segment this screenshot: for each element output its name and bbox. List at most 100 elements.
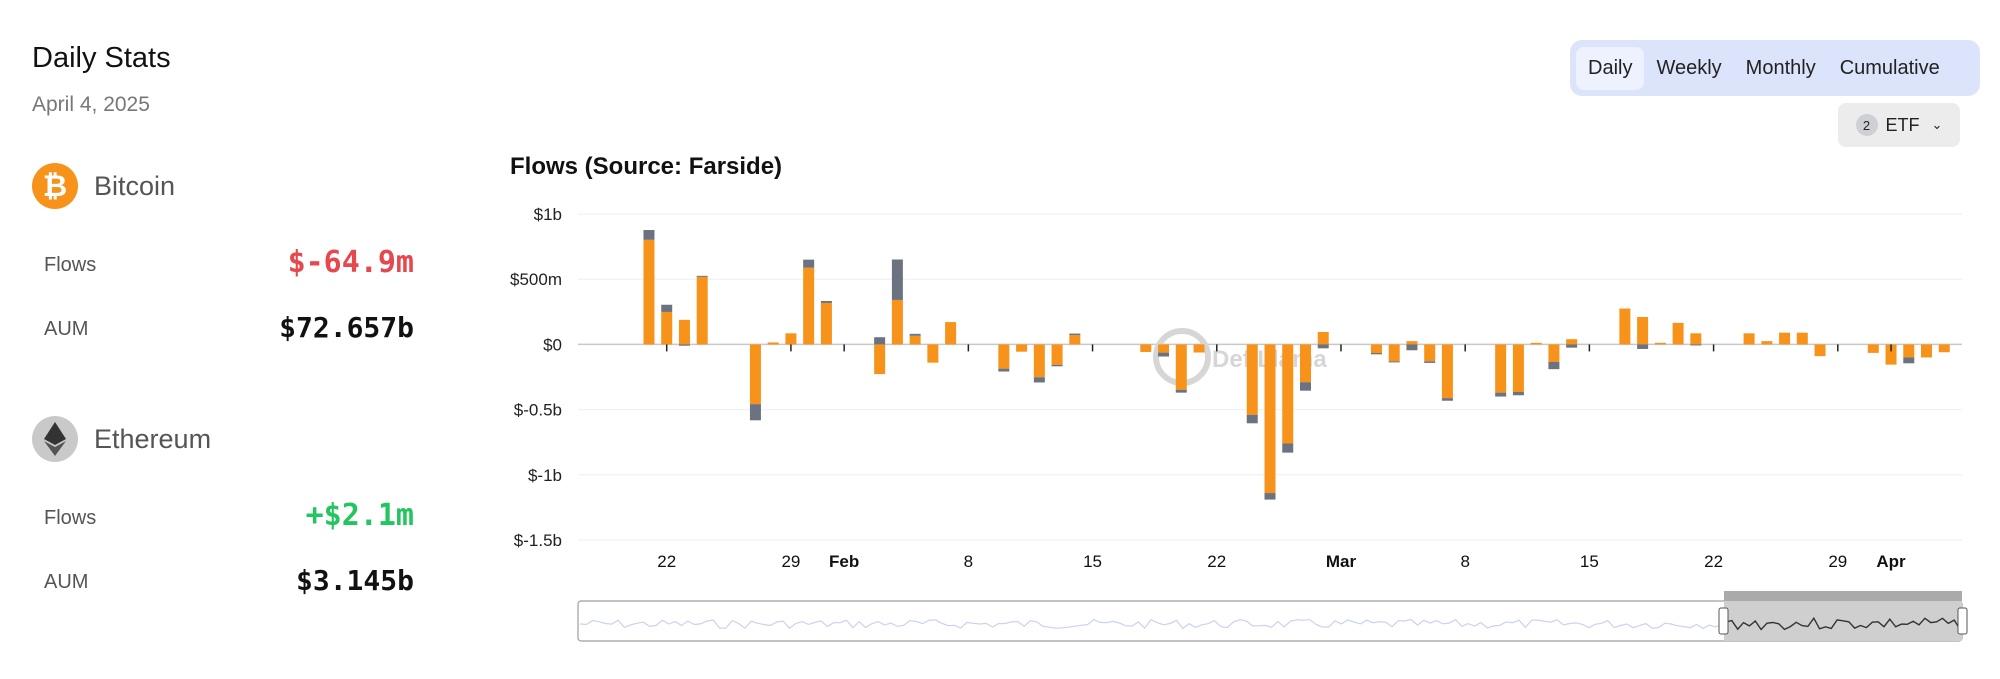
bar-bitcoin[interactable] [696,276,708,345]
bar-ethereum[interactable] [1548,362,1560,370]
bar-ethereum[interactable] [1299,382,1311,391]
bar-ethereum[interactable] [820,300,832,303]
bar-ethereum[interactable] [1441,398,1453,401]
bar-bitcoin[interactable] [1885,344,1897,365]
bar-bitcoin[interactable] [1069,335,1081,345]
ethereum-name: Ethereum [94,423,212,454]
bar-ethereum[interactable] [1370,353,1382,355]
bar-ethereum[interactable] [1637,344,1649,349]
bar-bitcoin[interactable] [891,299,903,345]
bar-bitcoin[interactable] [998,344,1010,369]
bar-bitcoin[interactable] [1814,344,1826,357]
bar-ethereum[interactable] [1512,391,1524,396]
etf-filter-button[interactable]: 2 ETF ⌄ [1838,103,1960,147]
bar-ethereum[interactable] [1424,361,1436,363]
bar-bitcoin[interactable] [1264,344,1276,494]
range-brush[interactable] [577,591,1968,642]
y-tick-label: $-1b [528,466,562,485]
bar-bitcoin[interactable] [1370,344,1382,354]
bar-bitcoin[interactable] [1796,332,1808,345]
bar-bitcoin[interactable] [1495,344,1507,393]
tab-cumulative[interactable]: Cumulative [1839,56,1940,79]
bar-bitcoin[interactable] [1317,332,1329,345]
bar-bitcoin[interactable] [874,344,886,375]
bar-bitcoin[interactable] [820,302,832,345]
bar-ethereum[interactable] [874,337,886,345]
bar-bitcoin[interactable] [1246,344,1258,415]
bar-bitcoin[interactable] [1051,344,1063,365]
bar-bitcoin[interactable] [1406,341,1418,345]
bar-bitcoin[interactable] [785,333,797,345]
bar-bitcoin[interactable] [1158,344,1170,353]
tab-weekly[interactable]: Weekly [1656,56,1722,79]
bar-bitcoin[interactable] [1299,344,1311,383]
brush-track[interactable] [1724,591,1962,601]
bar-bitcoin[interactable] [1193,344,1205,353]
tab-monthly[interactable]: Monthly [1745,56,1816,79]
bar-bitcoin[interactable] [1424,344,1436,362]
bar-bitcoin[interactable] [1690,333,1702,345]
bar-bitcoin[interactable] [1938,344,1950,353]
bar-ethereum[interactable] [1264,493,1276,500]
bar-bitcoin[interactable] [1672,322,1684,345]
bar-ethereum[interactable] [909,333,921,336]
bar-bitcoin[interactable] [1441,344,1453,399]
bar-bitcoin[interactable] [1903,344,1915,358]
bar-ethereum[interactable] [1051,364,1063,367]
ethereum-logo-icon [32,416,78,462]
bar-ethereum[interactable] [1495,392,1507,397]
bar-bitcoin[interactable] [1548,344,1560,363]
bar-ethereum[interactable] [1388,361,1400,363]
bar-ethereum[interactable] [1033,377,1045,383]
bar-bitcoin[interactable] [1921,344,1933,358]
bar-bitcoin[interactable] [1530,342,1542,345]
bar-ethereum[interactable] [1069,333,1081,336]
bar-bitcoin[interactable] [1282,344,1294,444]
bar-ethereum[interactable] [891,259,903,300]
bar-bitcoin[interactable] [767,342,779,345]
bar-bitcoin[interactable] [1637,317,1649,345]
bar-bitcoin[interactable] [803,267,815,345]
bar-ethereum[interactable] [678,344,690,346]
bar-ethereum[interactable] [696,275,708,277]
bar-ethereum[interactable] [998,368,1010,372]
bar-bitcoin[interactable] [661,311,673,345]
bar-bitcoin[interactable] [1512,344,1524,392]
bar-ethereum[interactable] [1282,443,1294,453]
bar-bitcoin[interactable] [1867,344,1879,353]
bar-bitcoin[interactable] [1016,344,1028,352]
bar-bitcoin[interactable] [749,344,761,405]
bar-bitcoin[interactable] [1033,344,1045,378]
bar-bitcoin[interactable] [945,322,957,345]
bar-ethereum[interactable] [749,404,761,421]
bar-ethereum[interactable] [1690,344,1702,346]
bar-bitcoin[interactable] [927,344,939,363]
bar-bitcoin[interactable] [1388,344,1400,362]
bar-ethereum[interactable] [1175,389,1187,393]
bar-bitcoin[interactable] [1619,308,1631,345]
etf-filter-label: ETF [1885,114,1920,135]
bar-ethereum[interactable] [643,230,655,240]
bar-bitcoin[interactable] [678,319,690,345]
bar-bitcoin[interactable] [1779,332,1791,345]
bar-bitcoin[interactable] [909,335,921,345]
x-tick-label: 22 [1207,552,1226,571]
bar-bitcoin[interactable] [1654,342,1666,345]
tab-daily[interactable]: Daily [1576,46,1645,90]
bar-bitcoin[interactable] [1140,344,1152,352]
bar-bitcoin[interactable] [1175,344,1187,390]
bar-bitcoin[interactable] [1743,333,1755,345]
brush-handle-left[interactable] [1718,607,1729,635]
bar-ethereum[interactable] [661,304,673,312]
bar-bitcoin[interactable] [1761,341,1773,345]
bar-ethereum[interactable] [1566,344,1578,348]
brush-handle-right[interactable] [1957,607,1968,635]
bar-bitcoin[interactable] [1566,339,1578,345]
bar-ethereum[interactable] [1246,414,1258,424]
bar-ethereum[interactable] [1903,357,1915,364]
bar-ethereum[interactable] [1406,344,1418,351]
bar-ethereum[interactable] [1158,352,1170,357]
bar-bitcoin[interactable] [643,239,655,345]
bar-ethereum[interactable] [1317,344,1329,349]
bar-ethereum[interactable] [803,259,815,268]
